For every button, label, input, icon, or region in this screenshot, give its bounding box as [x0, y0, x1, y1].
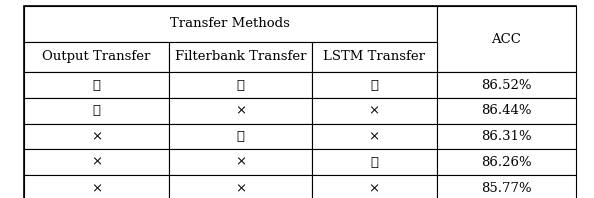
Bar: [312, 175, 437, 198]
Bar: [312, 124, 437, 149]
Text: ×: ×: [369, 182, 380, 195]
Text: ✓: ✓: [370, 156, 378, 169]
Bar: [312, 72, 437, 98]
Text: ×: ×: [369, 130, 380, 143]
Bar: [169, 175, 312, 198]
Text: 86.26%: 86.26%: [481, 156, 532, 169]
Bar: [437, 149, 576, 175]
Bar: [437, 72, 576, 98]
Bar: [312, 42, 437, 72]
Text: Filterbank Transfer: Filterbank Transfer: [175, 50, 307, 63]
Bar: [24, 149, 169, 175]
Text: 86.44%: 86.44%: [481, 104, 532, 117]
Bar: [24, 6, 437, 42]
Text: Transfer Methods: Transfer Methods: [170, 17, 290, 30]
Text: ×: ×: [235, 104, 246, 117]
Bar: [24, 72, 169, 98]
Text: Output Transfer: Output Transfer: [42, 50, 151, 63]
Bar: [312, 149, 437, 175]
Text: ×: ×: [235, 182, 246, 195]
Text: ✓: ✓: [236, 130, 245, 143]
Text: LSTM Transfer: LSTM Transfer: [323, 50, 425, 63]
Text: 85.77%: 85.77%: [481, 182, 532, 195]
Bar: [24, 124, 169, 149]
Text: ✓: ✓: [236, 79, 245, 92]
Bar: [24, 42, 169, 72]
Text: ✓: ✓: [370, 79, 378, 92]
Text: ✓: ✓: [93, 104, 100, 117]
Bar: [437, 6, 576, 72]
Bar: [437, 175, 576, 198]
Text: ACC: ACC: [491, 33, 522, 46]
Text: ×: ×: [91, 156, 102, 169]
Bar: [312, 98, 437, 124]
Bar: [169, 124, 312, 149]
Bar: [24, 175, 169, 198]
Text: ✓: ✓: [93, 79, 100, 92]
Text: 86.31%: 86.31%: [481, 130, 532, 143]
Bar: [169, 42, 312, 72]
Bar: [169, 72, 312, 98]
Text: ×: ×: [91, 130, 102, 143]
Text: ×: ×: [369, 104, 380, 117]
Bar: [24, 98, 169, 124]
Text: ×: ×: [91, 182, 102, 195]
Bar: [169, 98, 312, 124]
Bar: [169, 149, 312, 175]
Text: 86.52%: 86.52%: [481, 79, 532, 92]
Bar: [437, 98, 576, 124]
Text: ×: ×: [235, 156, 246, 169]
Bar: [437, 124, 576, 149]
